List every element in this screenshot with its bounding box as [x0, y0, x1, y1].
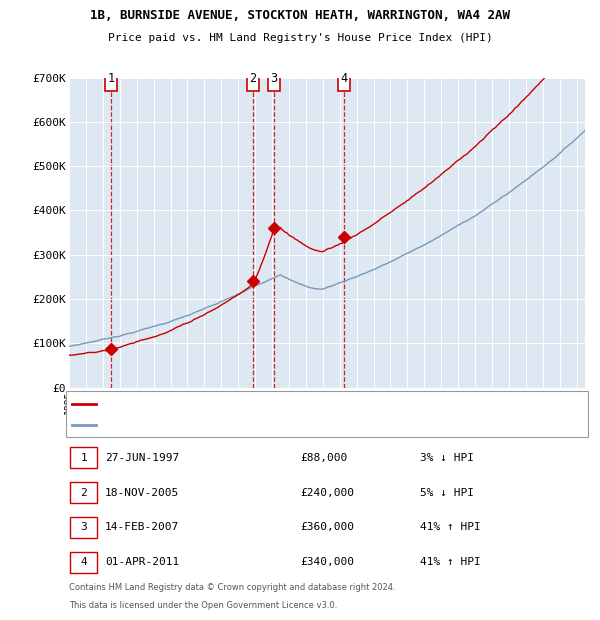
Text: 1B, BURNSIDE AVENUE, STOCKTON HEATH, WARRINGTON, WA4 2AW: 1B, BURNSIDE AVENUE, STOCKTON HEATH, WAR… — [90, 9, 510, 22]
Text: 3% ↓ HPI: 3% ↓ HPI — [420, 453, 474, 463]
Text: 18-NOV-2005: 18-NOV-2005 — [105, 487, 179, 497]
Text: HPI: Average price, detached house, Warrington: HPI: Average price, detached house, Warr… — [102, 421, 349, 430]
Text: 14-FEB-2007: 14-FEB-2007 — [105, 523, 179, 533]
Text: 41% ↑ HPI: 41% ↑ HPI — [420, 557, 481, 567]
FancyBboxPatch shape — [247, 66, 259, 91]
Text: 1B, BURNSIDE AVENUE, STOCKTON HEATH, WARRINGTON, WA4 2AW (detached house): 1B, BURNSIDE AVENUE, STOCKTON HEATH, WAR… — [102, 399, 494, 408]
Text: 27-JUN-1997: 27-JUN-1997 — [105, 453, 179, 463]
FancyBboxPatch shape — [268, 66, 280, 91]
Text: 3: 3 — [80, 523, 87, 533]
Text: 3: 3 — [271, 72, 278, 85]
Text: 2: 2 — [80, 487, 87, 497]
Text: 4: 4 — [340, 72, 347, 85]
Text: 5% ↓ HPI: 5% ↓ HPI — [420, 487, 474, 497]
Text: 4: 4 — [80, 557, 87, 567]
Text: £240,000: £240,000 — [300, 487, 354, 497]
Text: 01-APR-2011: 01-APR-2011 — [105, 557, 179, 567]
Text: £340,000: £340,000 — [300, 557, 354, 567]
FancyBboxPatch shape — [105, 66, 117, 91]
Text: 41% ↑ HPI: 41% ↑ HPI — [420, 523, 481, 533]
Text: Price paid vs. HM Land Registry's House Price Index (HPI): Price paid vs. HM Land Registry's House … — [107, 33, 493, 43]
Text: £360,000: £360,000 — [300, 523, 354, 533]
Text: Contains HM Land Registry data © Crown copyright and database right 2024.: Contains HM Land Registry data © Crown c… — [69, 583, 395, 592]
Text: 2: 2 — [250, 72, 257, 85]
Text: 1: 1 — [80, 453, 87, 463]
FancyBboxPatch shape — [338, 66, 350, 91]
Text: This data is licensed under the Open Government Licence v3.0.: This data is licensed under the Open Gov… — [69, 601, 337, 611]
Text: 1: 1 — [107, 72, 115, 85]
Text: £88,000: £88,000 — [300, 453, 347, 463]
